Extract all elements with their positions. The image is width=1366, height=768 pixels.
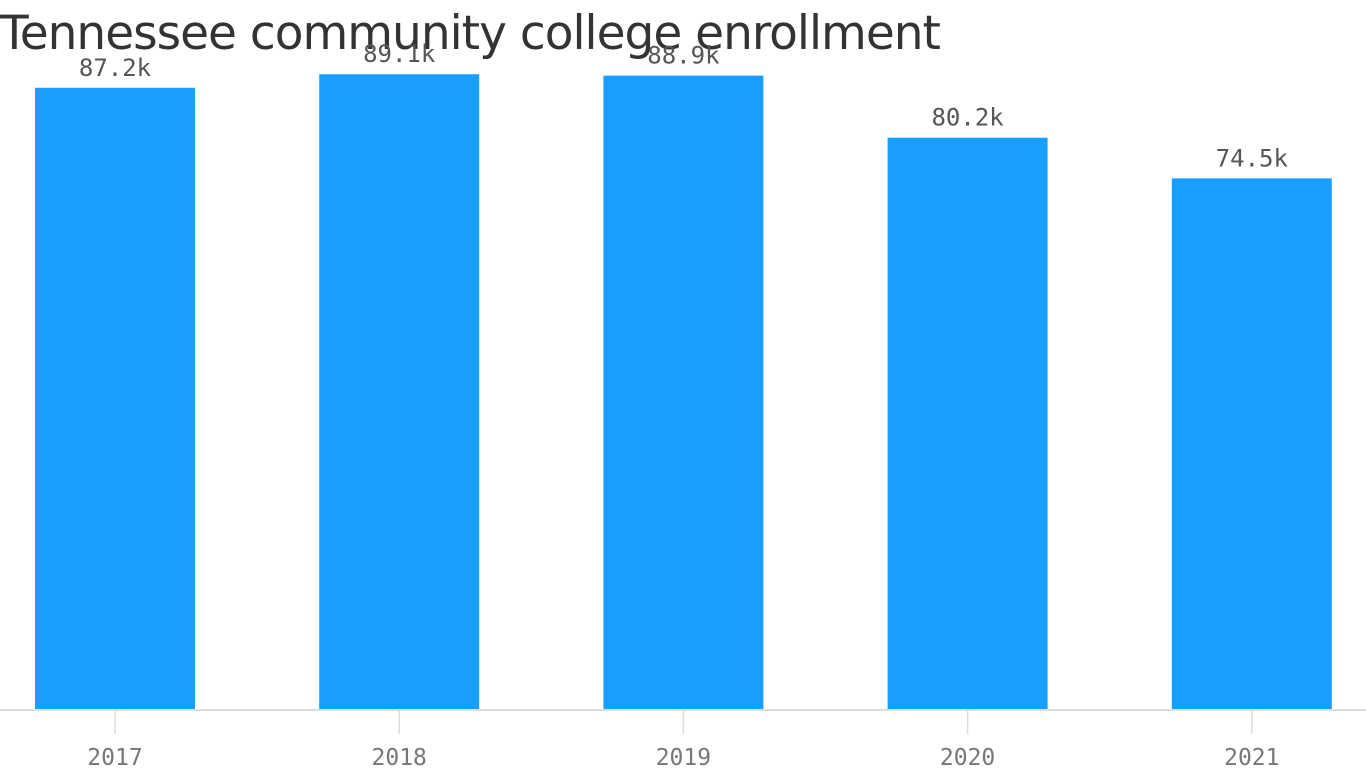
value-label-2021: 74.5k	[1216, 144, 1289, 172]
bar-2018	[319, 74, 480, 710]
bar-2020	[887, 137, 1048, 710]
value-label-2017: 87.2k	[79, 54, 152, 82]
bar-2017	[35, 87, 195, 710]
chart-title: Tennessee community college enrollment	[0, 6, 941, 61]
value-label-2018: 89.1k	[363, 40, 436, 68]
bar-2021	[1171, 178, 1332, 710]
x-tick-label-2018: 2018	[372, 745, 427, 768]
bar-group	[35, 74, 1332, 711]
x-axis-ticks: 2017 2018 2019 2020 2021	[87, 710, 1279, 768]
value-label-2020: 80.2k	[931, 104, 1004, 132]
x-tick-label-2021: 2021	[1224, 745, 1279, 768]
value-label-2019: 88.9k	[647, 42, 720, 70]
bar-2019	[603, 75, 764, 711]
x-tick-label-2019: 2019	[656, 745, 711, 768]
x-tick-label-2020: 2020	[940, 745, 995, 768]
value-label-group: 87.2k 89.1k 88.9k 80.2k 74.5k	[79, 40, 1289, 172]
x-tick-label-2017: 2017	[87, 745, 142, 768]
